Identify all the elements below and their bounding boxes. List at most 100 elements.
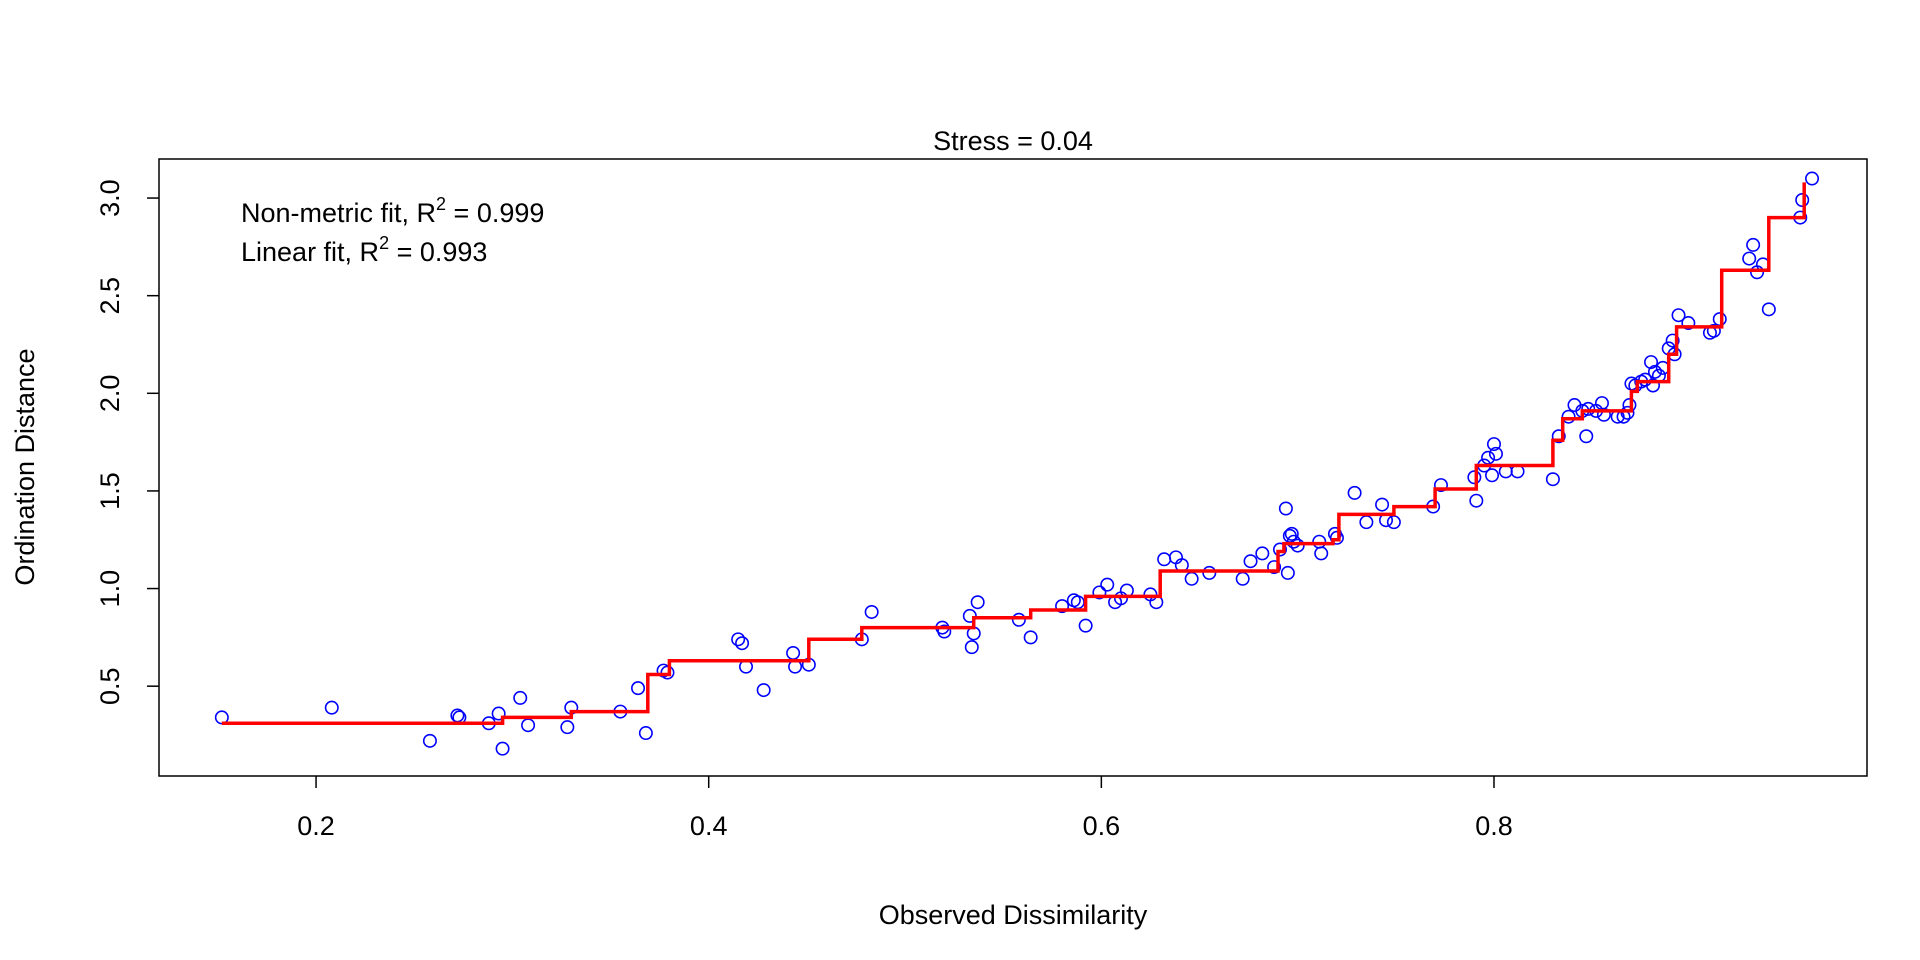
x-tick-label: 0.2 <box>297 811 335 841</box>
data-point <box>1278 501 1293 516</box>
y-tick-label: 2.0 <box>95 375 125 413</box>
data-point <box>1011 612 1026 627</box>
data-point <box>1243 554 1258 569</box>
data-point <box>1157 552 1172 567</box>
data-point <box>422 733 437 748</box>
data-point <box>864 604 879 619</box>
annotation-linear-fit: Linear fit, R2 = 0.993 <box>241 233 487 267</box>
data-point <box>1235 571 1250 586</box>
data-point <box>491 706 506 721</box>
data-point <box>1023 630 1038 645</box>
data-point <box>1314 546 1329 561</box>
data-point <box>1272 542 1287 557</box>
data-point <box>1761 302 1776 317</box>
annotation-nonmetric-fit: Non-metric fit, R2 = 0.999 <box>241 194 544 228</box>
data-point <box>1746 237 1761 252</box>
data-point <box>937 624 952 639</box>
data-point <box>735 636 750 651</box>
step-fit-line <box>221 182 1806 726</box>
data-point <box>1805 171 1820 186</box>
data-point <box>521 718 536 733</box>
data-point <box>631 681 646 696</box>
data-point <box>1671 308 1686 323</box>
data-point <box>324 700 339 715</box>
data-point <box>1485 468 1500 483</box>
y-tick-label: 1.5 <box>95 472 125 510</box>
data-point <box>1433 478 1448 493</box>
data-point <box>1359 515 1374 530</box>
data-point <box>1092 585 1107 600</box>
data-point <box>1255 546 1270 561</box>
data-point <box>1647 364 1662 379</box>
data-point <box>1681 316 1696 331</box>
data-point <box>1481 450 1496 465</box>
data-point <box>1202 565 1217 580</box>
step-fit <box>221 182 1806 726</box>
data-point <box>1100 577 1115 592</box>
data-point <box>970 595 985 610</box>
data-point <box>560 720 575 735</box>
svg-text:Non-metric fit, R2 = 0.999: Non-metric fit, R2 = 0.999 <box>241 194 544 228</box>
x-tick-label: 0.4 <box>690 811 728 841</box>
data-point <box>1280 565 1295 580</box>
data-point <box>513 690 528 705</box>
data-point <box>1551 429 1566 444</box>
data-point <box>1184 571 1199 586</box>
data-point <box>1620 405 1635 420</box>
data-point <box>731 632 746 647</box>
data-point <box>1486 437 1501 452</box>
data-point <box>1078 618 1093 633</box>
plot-frame <box>158 158 1868 777</box>
y-axis: 0.5 1.0 1.5 2.0 2.5 3.0 <box>95 179 159 705</box>
data-point <box>786 645 801 660</box>
data-point <box>638 726 653 741</box>
y-axis-label: Ordination Distance <box>10 348 40 585</box>
data-point <box>660 665 675 680</box>
data-point <box>1545 472 1560 487</box>
chart-title: Stress = 0.04 <box>933 126 1093 156</box>
x-tick-label: 0.8 <box>1475 811 1513 841</box>
data-point <box>1644 355 1659 370</box>
x-axis: 0.2 0.4 0.6 0.8 <box>297 776 1513 841</box>
annotation-linear-text: Linear fit, R <box>241 237 379 267</box>
data-point <box>1795 193 1810 208</box>
y-tick-label: 0.5 <box>95 667 125 705</box>
data-point <box>1561 409 1576 424</box>
data-point <box>1290 538 1305 553</box>
data-point <box>1312 534 1327 549</box>
data-point <box>1329 530 1344 545</box>
data-point <box>1488 446 1503 461</box>
data-point <box>1284 526 1299 541</box>
y-tick-label: 1.0 <box>95 570 125 608</box>
data-point <box>1665 333 1680 348</box>
data-point <box>1055 599 1070 614</box>
data-point <box>1375 497 1390 512</box>
annotation-linear-value: = 0.993 <box>389 237 487 267</box>
data-point <box>1581 401 1596 416</box>
data-point <box>1469 493 1484 508</box>
data-point <box>495 741 510 756</box>
data-point <box>1467 470 1482 485</box>
x-tick-label: 0.6 <box>1083 811 1121 841</box>
data-point <box>756 683 771 698</box>
data-point <box>1742 251 1757 266</box>
y-tick-label: 2.5 <box>95 277 125 315</box>
data-point <box>1267 560 1282 575</box>
data-point <box>1286 534 1301 549</box>
data-point <box>1070 595 1085 610</box>
annotation-nonmetric-sup: 2 <box>436 194 446 214</box>
data-point <box>962 608 977 623</box>
data-point <box>1712 312 1727 327</box>
y-tick-label: 3.0 <box>95 179 125 217</box>
data-point <box>964 640 979 655</box>
data-point <box>1706 323 1721 338</box>
data-point <box>1579 429 1594 444</box>
data-point <box>1386 515 1401 530</box>
data-point <box>1596 407 1611 422</box>
x-axis-label: Observed Dissimilarity <box>879 900 1148 930</box>
annotation-linear-sup: 2 <box>379 233 389 253</box>
data-point <box>1347 485 1362 500</box>
svg-text:Linear fit, R2 = 0.993: Linear fit, R2 = 0.993 <box>241 233 487 267</box>
annotation-nonmetric-text: Non-metric fit, R <box>241 198 436 228</box>
